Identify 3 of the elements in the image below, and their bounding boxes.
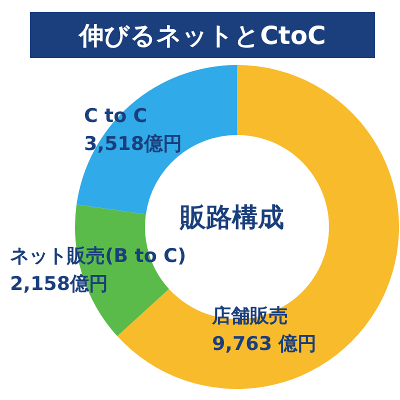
data-label: 9,763 億円 — [212, 333, 317, 355]
chart-title: 伸びるネットとCtoC — [30, 12, 375, 58]
text: 販路構成 — [178, 202, 285, 235]
